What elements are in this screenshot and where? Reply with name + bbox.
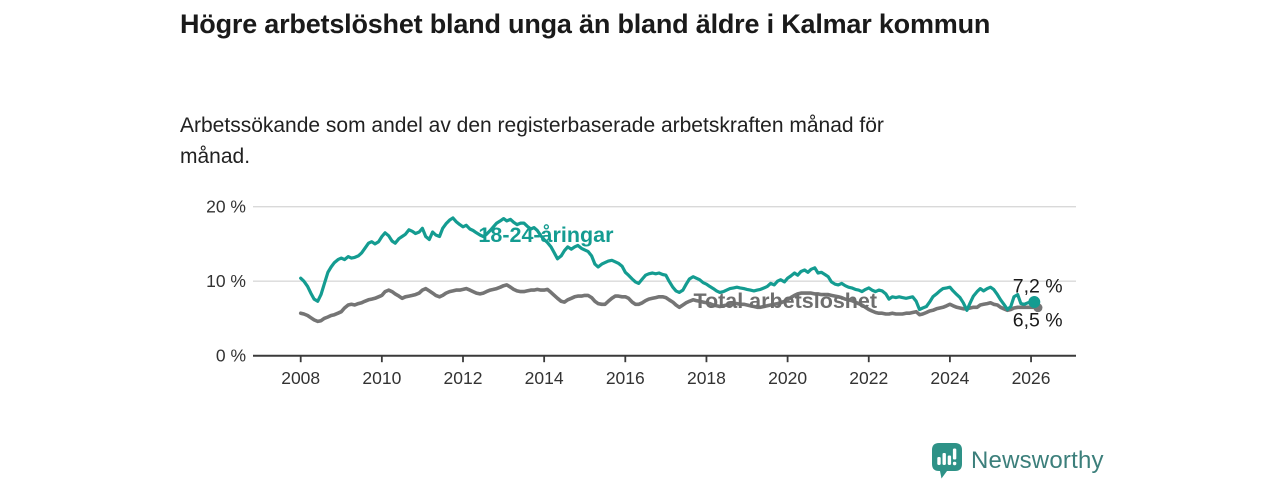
x-tick-label-2022: 2022 [849, 368, 888, 388]
newsworthy-logo-text: Newsworthy [971, 447, 1104, 474]
x-tick-label-2014: 2014 [525, 368, 564, 388]
series-label-total-arbetsloshet: Total arbetslöshet [693, 289, 877, 313]
series-end-dot-18-24-aringar [1028, 296, 1041, 309]
x-tick-label-2012: 2012 [444, 368, 483, 388]
end-value-label-18-24-aringar: 7,2 % [1013, 276, 1063, 298]
x-tick-label-2024: 2024 [930, 368, 969, 388]
y-tick-label-0: 0 % [216, 346, 246, 366]
x-tick-label-2010: 2010 [362, 368, 401, 388]
page-title: Högre arbetslöshet bland unga än bland ä… [180, 9, 991, 39]
series-label-18-24-aringar: 18-24-åringar [478, 223, 614, 247]
x-tick-label-2016: 2016 [606, 368, 645, 388]
series-line-18-24-aringar [299, 216, 1036, 312]
series-line-total-arbetsloshet [298, 283, 1037, 324]
y-tick-label-10: 10 % [206, 271, 246, 291]
y-tick-label-20: 20 % [206, 197, 246, 217]
x-tick-label-2008: 2008 [281, 368, 320, 388]
newsworthy-pin-barchart-icon [932, 443, 962, 479]
page-subtitle: Arbetssökande som andel av den registerb… [180, 114, 884, 168]
x-tick-label-2026: 2026 [1012, 368, 1051, 388]
x-tick-label-2020: 2020 [768, 368, 807, 388]
end-value-label-total-arbetsloshet: 6,5 % [1013, 310, 1063, 332]
newsworthy-logo: Newsworthy [932, 443, 1104, 479]
x-tick-label-2018: 2018 [687, 368, 726, 388]
